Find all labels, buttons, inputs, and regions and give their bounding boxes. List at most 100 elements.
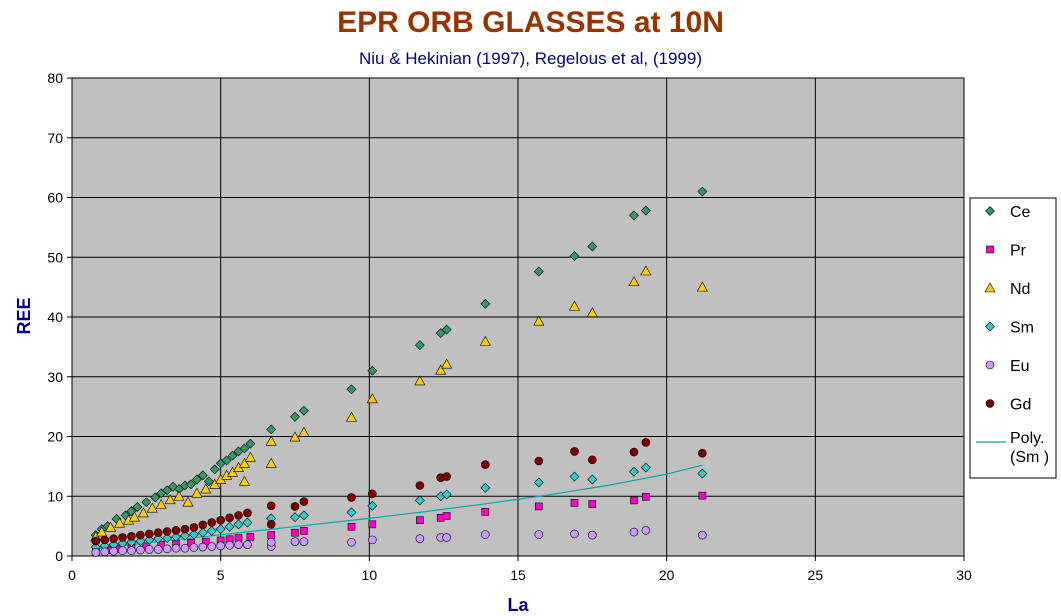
point-gd: [171, 526, 181, 535]
legend-label-nd: Nd: [1010, 281, 1030, 298]
x-tick-label: 15: [510, 567, 526, 583]
point-eu: [207, 542, 217, 551]
series-sm: [90, 462, 708, 552]
point-gd: [136, 530, 145, 540]
point-nd: [696, 281, 708, 292]
x-tick-label: 0: [68, 567, 76, 583]
point-sm: [346, 507, 357, 518]
point-ce: [120, 510, 131, 521]
y-axis-label: REE: [14, 297, 34, 334]
point-gd: [153, 528, 163, 537]
legend-label-sm: Sm: [1010, 320, 1034, 337]
point-nd: [479, 335, 491, 346]
point-nd: [586, 307, 598, 318]
point-gd: [570, 447, 579, 456]
point-pr: [267, 531, 276, 539]
point-eu: [368, 535, 377, 545]
legend-marker-pr: [986, 245, 994, 254]
point-eu: [290, 537, 300, 546]
point-nd: [182, 496, 194, 507]
point-ce: [245, 438, 256, 449]
point-ce: [191, 474, 202, 485]
legend-label-gd: Gd: [1010, 397, 1031, 414]
x-tick-label: 10: [362, 567, 378, 583]
point-nd: [414, 375, 426, 386]
point-sm: [587, 474, 598, 485]
point-nd: [173, 490, 185, 501]
legend-label-pr: Pr: [1010, 243, 1027, 260]
point-nd: [265, 435, 277, 446]
point-gd: [198, 520, 208, 530]
point-eu: [347, 537, 356, 547]
point-nd: [298, 426, 310, 437]
point-eu: [189, 543, 199, 552]
point-eu: [299, 537, 309, 546]
y-tick-label: 80: [47, 70, 63, 86]
point-gd: [629, 447, 639, 457]
point-sm: [242, 517, 253, 528]
trendline-sm: [95, 464, 703, 550]
point-ce: [640, 205, 651, 216]
point-eu: [100, 547, 110, 557]
point-eu: [118, 546, 127, 555]
point-gd: [127, 531, 136, 541]
point-eu: [629, 527, 639, 537]
point-pr: [300, 527, 308, 535]
x-axis-label: La: [507, 595, 529, 615]
point-ce: [221, 455, 232, 466]
point-ce: [346, 384, 357, 395]
point-sm: [162, 533, 173, 543]
point-nd: [345, 411, 358, 422]
point-pr: [570, 499, 579, 507]
point-gd: [243, 508, 252, 518]
point-eu: [109, 546, 118, 556]
point-gd: [266, 520, 276, 529]
point-ce: [533, 266, 544, 277]
point-gd: [145, 529, 154, 539]
point-eu: [162, 544, 172, 554]
point-ce: [239, 443, 250, 454]
point-sm: [206, 525, 217, 536]
point-sm: [533, 477, 544, 488]
legend-marker-ce: [985, 206, 995, 216]
point-gd: [368, 489, 377, 499]
point-pr: [291, 528, 299, 537]
point-nd: [366, 393, 378, 404]
x-tick-label: 25: [808, 567, 824, 583]
point-sm: [197, 527, 208, 538]
point-gd: [698, 448, 707, 458]
point-eu: [234, 540, 243, 549]
series-eu: [91, 526, 707, 557]
y-tick-label: 70: [47, 130, 63, 146]
point-nd: [265, 457, 277, 468]
point-sm: [367, 500, 378, 511]
point-eu: [136, 545, 145, 555]
point-gd: [290, 502, 300, 511]
point-gd: [480, 460, 490, 469]
point-gd: [266, 501, 276, 511]
point-nd: [238, 475, 250, 486]
point-ce: [480, 298, 491, 309]
point-ce: [197, 470, 208, 481]
series-nd: [90, 265, 708, 542]
point-sm: [180, 530, 190, 541]
point-sm: [215, 524, 226, 535]
y-tick-label: 20: [47, 429, 63, 445]
point-gd: [189, 523, 199, 532]
point-pr: [347, 522, 356, 531]
point-ce: [629, 210, 639, 221]
point-sm: [135, 536, 146, 546]
point-nd: [640, 265, 652, 276]
point-nd: [533, 315, 545, 326]
y-tick-label: 10: [47, 488, 63, 504]
point-gd: [347, 493, 356, 502]
legend-marker-sm: [985, 321, 995, 332]
point-nd: [164, 494, 176, 505]
point-ce: [290, 411, 300, 422]
point-eu: [415, 534, 425, 543]
point-pr: [368, 520, 377, 529]
point-ce: [203, 476, 214, 487]
point-ce: [435, 328, 446, 339]
point-sm: [171, 531, 181, 542]
